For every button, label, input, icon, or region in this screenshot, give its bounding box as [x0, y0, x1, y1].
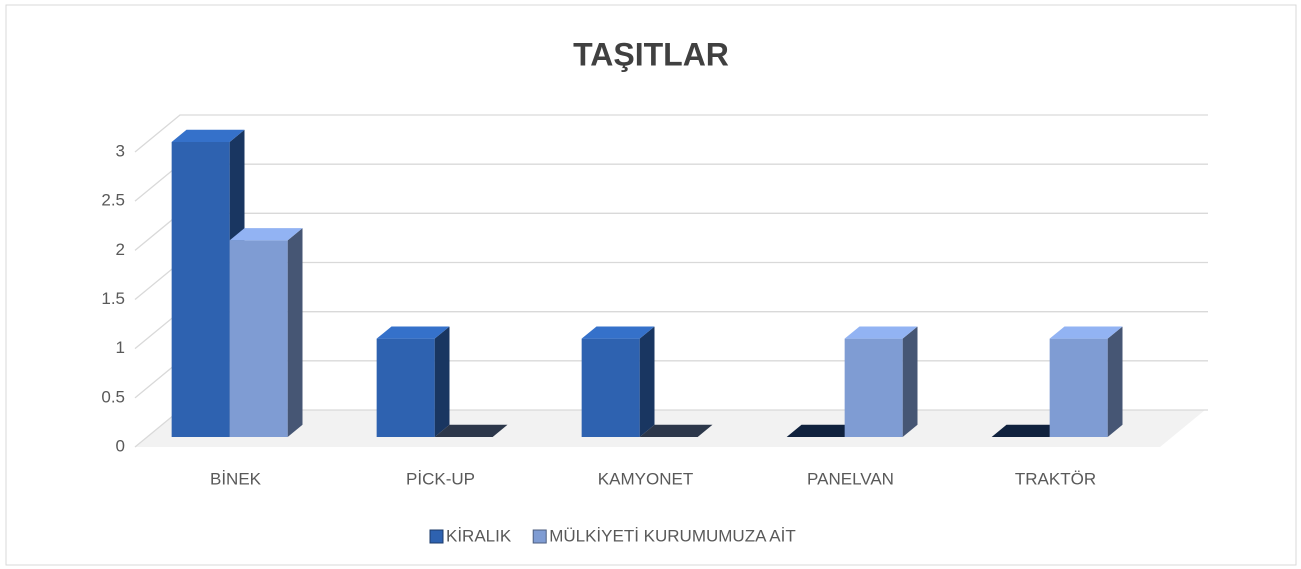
bar: [434, 424, 508, 438]
chart-title: TAŞITLAR: [573, 36, 729, 72]
bar-front: [171, 142, 230, 438]
bar: [1049, 326, 1123, 438]
bar-top: [376, 326, 450, 339]
legend-swatch: [429, 529, 444, 544]
bar: [376, 326, 450, 438]
y-tick-label: 2.5: [101, 191, 125, 210]
bar-front: [376, 338, 435, 438]
bar-side: [287, 228, 303, 438]
bar-front: [229, 240, 288, 438]
y-tick-label: 2: [116, 240, 125, 259]
bar-top: [434, 424, 508, 438]
x-tick-label: PİCK-UP: [406, 469, 475, 488]
legend-label: KİRALIK: [446, 526, 512, 545]
bar-side: [902, 326, 918, 438]
x-tick-label: PANELVAN: [807, 469, 894, 488]
y-tick-label: 3: [116, 141, 125, 160]
y-tick-label: 0: [116, 436, 125, 455]
bar: [844, 326, 918, 438]
bar-front: [844, 338, 903, 438]
bar-top: [991, 424, 1065, 438]
bar-front: [581, 338, 640, 438]
bar-top: [1049, 326, 1123, 339]
bar-top: [229, 228, 303, 241]
y-tick-label: 1.5: [101, 289, 125, 308]
x-tick-label: KAMYONET: [598, 469, 693, 488]
grid-line: [134, 114, 1208, 153]
y-tick-label: 0.5: [101, 387, 125, 406]
bar-top: [171, 129, 245, 143]
legend-label: MÜLKİYETİ KURUMUMUZA AİT: [549, 526, 796, 545]
bar-top: [639, 424, 713, 438]
bar-side: [639, 326, 655, 438]
bar: [786, 424, 860, 438]
bar-side: [1107, 326, 1123, 438]
bar-top: [581, 326, 655, 339]
legend-swatch: [532, 529, 547, 544]
bar: [991, 424, 1065, 438]
bar-top: [844, 326, 918, 339]
y-tick-label: 1: [116, 338, 125, 357]
bar-side: [434, 326, 450, 438]
bar: [639, 424, 713, 438]
x-tick-label: BİNEK: [210, 469, 262, 488]
bar-top: [786, 424, 860, 438]
bar: [581, 326, 655, 438]
x-tick-label: TRAKTÖR: [1015, 469, 1096, 488]
bar: [229, 228, 303, 438]
bar-front: [1049, 338, 1108, 438]
